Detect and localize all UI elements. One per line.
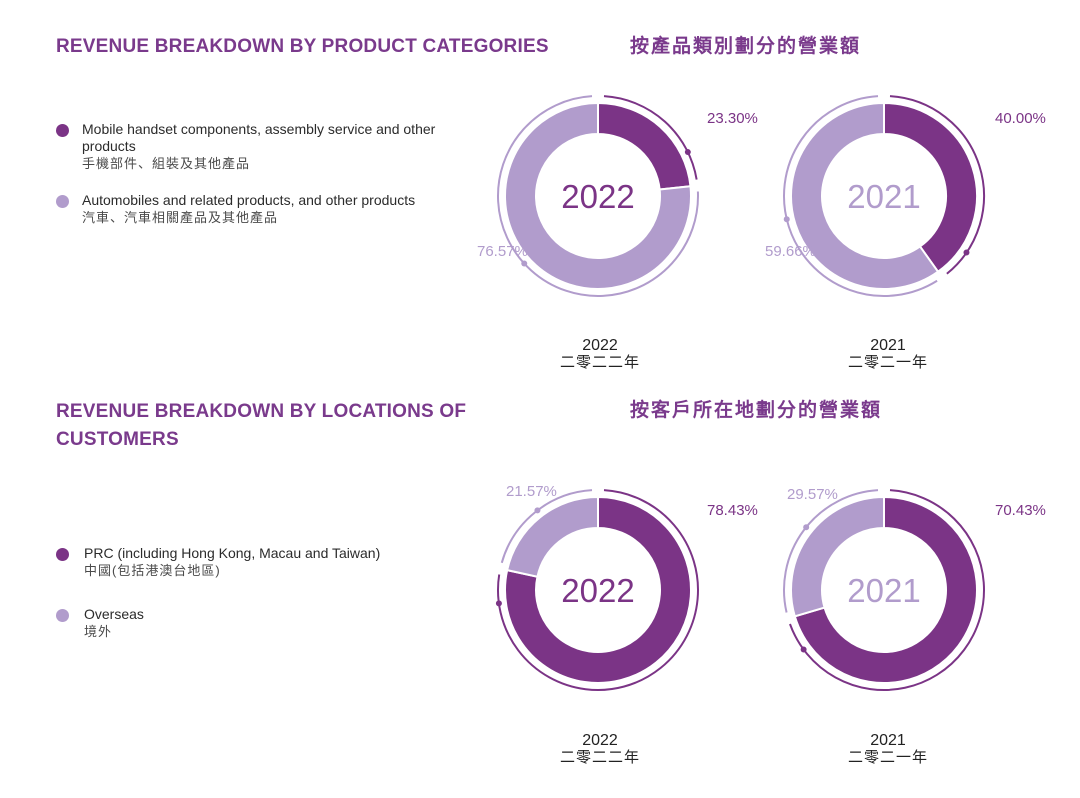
product-section-title: REVENUE BREAKDOWN BY PRODUCT CATEGORIES (56, 36, 549, 57)
legend-item-mobile: Mobile handset components, assembly serv… (56, 121, 436, 173)
legend-item-auto: Automobiles and related products, and ot… (56, 192, 436, 227)
slice-marker-dot (800, 646, 807, 653)
slice-percent-label: 29.57% (787, 486, 838, 503)
donut-slice (790, 101, 940, 290)
slice-marker-dot (534, 507, 541, 514)
year-caption: 2022 (582, 732, 618, 749)
legend-swatch-dark (56, 548, 69, 561)
location-section-title-zh: 按客戶所在地劃分的營業額 (630, 400, 883, 421)
donut-outer-ring (497, 489, 699, 691)
donut-slice (790, 495, 885, 618)
donut-chart-product-2022: 23.30% 76.57% 2022 (477, 95, 758, 297)
slice-percent-label: 23.30% (707, 110, 758, 127)
location-section-title: REVENUE BREAKDOWN BY LOCATIONS OF CUSTOM… (56, 401, 467, 450)
donut-center-year: 2021 (847, 178, 920, 215)
slice-percent-label: 59.66% (765, 243, 816, 260)
slice-marker-dot (803, 524, 810, 531)
caption-product-2022: 2022 二零二二年 (530, 337, 670, 372)
slice-percent-label: 40.00% (995, 110, 1046, 127)
year-caption: 2021 (870, 337, 906, 354)
legend-label: Automobiles and related products, and ot… (82, 192, 416, 208)
donut-chart-location-2021: 70.43% 29.57% 2021 (783, 486, 1046, 691)
legend-label-zh: 汽車、汽車相關產品及其他產品 (82, 210, 279, 225)
slice-percent-label: 78.43% (707, 502, 758, 519)
year-caption: 2022 (582, 337, 618, 354)
slice-marker-dot (684, 149, 691, 156)
legend-label-zh: 中國(包括港澳台地區) (84, 563, 221, 578)
legend-label: Mobile handset components, assembly serv… (82, 121, 436, 154)
year-caption: 2021 (870, 732, 906, 749)
caption-location-2022: 2022 二零二二年 (530, 732, 670, 767)
donut-slice (597, 101, 692, 191)
donut-outer-ring (783, 489, 879, 613)
slice-percent-label: 21.57% (506, 483, 557, 500)
donut-center-year: 2022 (561, 178, 634, 215)
year-caption-zh: 二零二二年 (559, 354, 640, 371)
year-caption-zh: 二零二一年 (847, 354, 928, 371)
caption-location-2021: 2021 二零二一年 (818, 732, 958, 767)
slice-marker-dot (783, 216, 790, 223)
slice-marker-dot (521, 260, 528, 267)
donut-center-year: 2022 (561, 572, 634, 609)
slice-marker-dot (963, 249, 970, 256)
product-section-title-zh: 按產品類別劃分的營業額 (630, 36, 862, 57)
legend-label-zh: 手機部件、組裝及其他產品 (82, 156, 251, 171)
donut-chart-product-2021: 40.00% 59.66% 2021 (765, 95, 1046, 297)
legend-item-overseas: Overseas 境外 (56, 606, 436, 641)
slice-marker-dot (495, 600, 502, 607)
donut-outer-ring (783, 95, 938, 297)
legend-label: Overseas (84, 606, 144, 622)
legend-item-prc: PRC (including Hong Kong, Macau and Taiw… (56, 545, 436, 580)
donut-slice (504, 101, 692, 290)
donut-center-year: 2021 (847, 572, 920, 609)
location-legend: PRC (including Hong Kong, Macau and Taiw… (56, 545, 436, 641)
donut-slice (883, 101, 978, 274)
donut-outer-ring (889, 95, 985, 275)
donut-outer-ring (789, 489, 985, 691)
legend-swatch-dark (56, 124, 69, 137)
year-caption-zh: 二零二一年 (847, 749, 928, 766)
legend-label-zh: 境外 (84, 624, 113, 639)
caption-product-2021: 2021 二零二一年 (818, 337, 958, 372)
year-caption-zh: 二零二二年 (559, 749, 640, 766)
legend-swatch-light (56, 195, 69, 208)
donut-outer-ring (497, 95, 699, 297)
donut-outer-ring (603, 95, 698, 180)
donut-chart-location-2022: 78.43% 21.57% 2022 (495, 483, 758, 691)
donut-slice (793, 495, 978, 684)
slice-percent-label: 70.43% (995, 502, 1046, 519)
donut-slice (504, 495, 692, 684)
legend-label: PRC (including Hong Kong, Macau and Taiw… (84, 545, 381, 561)
product-legend: Mobile handset components, assembly serv… (56, 121, 436, 227)
donut-slice (505, 495, 599, 578)
legend-swatch-light (56, 609, 69, 622)
slice-percent-label: 76.57% (477, 243, 528, 260)
